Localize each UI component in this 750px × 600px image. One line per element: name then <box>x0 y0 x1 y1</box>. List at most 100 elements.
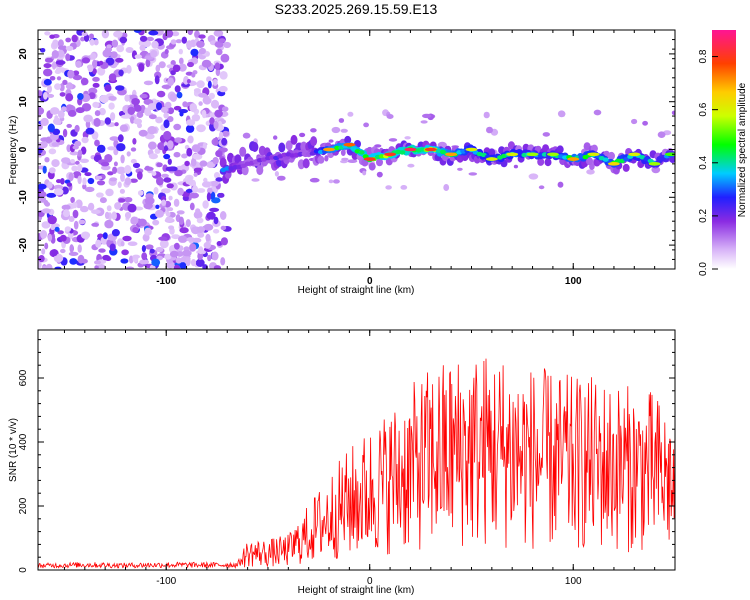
signal-band <box>440 149 446 155</box>
noise-blob <box>150 50 158 58</box>
noise-blob <box>557 181 564 188</box>
noise-blob <box>277 175 286 181</box>
noise-blob <box>85 127 95 135</box>
noise-blob <box>125 266 135 269</box>
signal-peak <box>363 157 376 161</box>
noise-blob <box>147 103 157 111</box>
noise-blob <box>124 211 132 219</box>
noise-blob <box>165 211 171 217</box>
noise-blob <box>513 164 519 169</box>
noise-blob <box>51 50 59 59</box>
signal-band <box>309 151 316 156</box>
noise-blob <box>139 35 148 42</box>
noise-blob <box>218 85 228 93</box>
y-tick-label: 10 <box>18 96 29 108</box>
noise-blob <box>191 114 201 122</box>
noise-blob <box>218 192 225 198</box>
noise-blob <box>92 68 97 75</box>
y-tick-label: -10 <box>18 190 29 205</box>
noise-blob <box>111 39 119 48</box>
noise-blob <box>61 106 67 112</box>
noise-blob <box>80 36 85 42</box>
noise-blob <box>220 53 230 63</box>
noise-blob <box>51 249 58 257</box>
noise-blob <box>44 201 51 207</box>
noise-blob <box>137 190 144 196</box>
y-tick-label: 20 <box>18 48 29 60</box>
noise-blob <box>199 160 208 167</box>
noise-blob <box>388 138 398 142</box>
noise-blob <box>119 188 125 194</box>
noise-blob <box>124 165 132 174</box>
noise-blob <box>196 40 205 48</box>
noise-blob <box>144 196 155 205</box>
noise-blob <box>59 234 67 242</box>
signal-halo <box>376 158 383 167</box>
noise-blob <box>160 106 169 113</box>
noise-blob <box>242 132 251 139</box>
spectrogram-plot-area <box>38 30 675 269</box>
noise-blob <box>104 117 112 125</box>
noise-blob <box>54 69 62 74</box>
noise-blob <box>215 177 223 182</box>
noise-blob <box>164 253 172 260</box>
noise-blob <box>87 202 95 211</box>
noise-blob <box>145 58 151 68</box>
noise-blob <box>207 254 212 262</box>
noise-blob <box>196 188 206 193</box>
signal-band <box>399 150 406 155</box>
noise-blob <box>174 169 183 177</box>
noise-blob <box>376 171 383 178</box>
noise-blob <box>197 232 205 238</box>
noise-blob <box>40 137 50 142</box>
noise-blob <box>82 177 87 186</box>
noise-blob <box>139 93 148 99</box>
noise-blob <box>404 136 411 140</box>
noise-blob <box>64 226 72 232</box>
noise-blob <box>91 209 101 214</box>
noise-blob <box>106 205 112 212</box>
noise-blob <box>206 211 216 220</box>
noise-blob <box>40 117 49 127</box>
noise-blob <box>198 47 206 55</box>
noise-blob <box>156 162 163 168</box>
noise-blob <box>70 159 75 164</box>
noise-blob <box>51 142 59 147</box>
noise-blob <box>38 261 42 269</box>
noise-blob <box>163 145 169 152</box>
noise-blob <box>46 93 55 98</box>
noise-blob <box>203 241 211 249</box>
noise-blob <box>108 73 117 82</box>
noise-blob <box>127 203 137 213</box>
noise-blob <box>93 39 99 46</box>
noise-blob <box>528 173 539 180</box>
noise-blob <box>155 116 163 124</box>
noise-blob <box>164 48 169 55</box>
noise-blob <box>126 151 131 157</box>
noise-blob <box>57 45 65 50</box>
noise-blob <box>79 158 89 163</box>
noise-blob <box>50 225 56 230</box>
noise-blob <box>74 140 82 147</box>
signal-halo <box>507 141 515 150</box>
noise-blob <box>124 177 132 186</box>
noise-blob <box>98 107 106 116</box>
noise-blob <box>172 64 181 73</box>
noise-blob <box>198 246 204 255</box>
noise-blob <box>332 179 340 184</box>
noise-blob <box>115 57 124 63</box>
noise-blob <box>141 252 148 261</box>
y-tick-label: -20 <box>18 237 29 252</box>
noise-blob <box>173 105 182 111</box>
noise-blob <box>61 204 71 211</box>
noise-blob <box>331 126 341 134</box>
noise-blob <box>155 209 164 218</box>
noise-blob <box>219 131 224 139</box>
noise-blob <box>310 128 317 133</box>
noise-blob <box>191 72 196 78</box>
noise-blob <box>189 192 200 199</box>
noise-blob <box>129 178 138 183</box>
noise-blob <box>209 117 215 125</box>
noise-blob <box>75 107 85 114</box>
noise-blob <box>109 177 118 182</box>
